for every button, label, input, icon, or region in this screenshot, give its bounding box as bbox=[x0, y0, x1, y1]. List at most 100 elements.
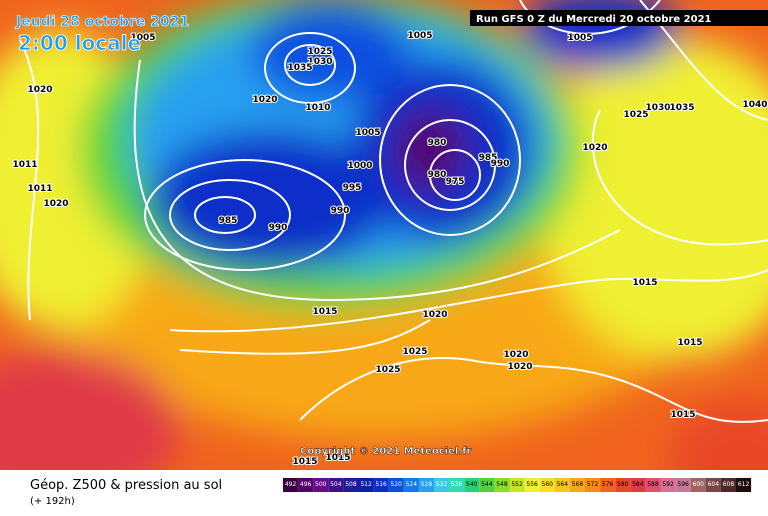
scale-swatch bbox=[449, 478, 465, 492]
scale-swatch bbox=[585, 478, 601, 492]
isobar-label: 990 bbox=[269, 223, 288, 233]
footer-lead: (+ 192h) bbox=[30, 496, 75, 507]
scale-swatch bbox=[509, 478, 525, 492]
scale-label: 556 bbox=[526, 481, 538, 488]
isobar-label: 990 bbox=[331, 206, 350, 216]
isobar-label: 1015 bbox=[632, 278, 657, 288]
isobar-label: 1025 bbox=[375, 365, 400, 375]
isobar-label: 1015 bbox=[325, 453, 350, 463]
isobar-label: 1020 bbox=[503, 350, 528, 360]
color-scale: 492 496 500 504 508 512 516 520 524 528 532 536 540 5… bbox=[283, 478, 752, 492]
scale-swatch bbox=[539, 478, 555, 492]
isobar-label: 980 bbox=[428, 138, 447, 148]
scale-label: 500 bbox=[315, 481, 327, 488]
isobar-label: 1000 bbox=[347, 161, 372, 171]
scale-swatch bbox=[600, 478, 616, 492]
isobar-label: 1005 bbox=[130, 33, 155, 43]
scale-swatch bbox=[283, 478, 299, 492]
scale-label: 588 bbox=[647, 481, 659, 488]
isobar-label: 1011 bbox=[12, 160, 37, 170]
scale-swatch bbox=[403, 478, 419, 492]
isobar-label: 1015 bbox=[677, 338, 702, 348]
scale-label: 544 bbox=[481, 481, 493, 488]
scale-swatch bbox=[464, 478, 480, 492]
scale-label: 512 bbox=[360, 481, 372, 488]
scale-label: 508 bbox=[345, 481, 357, 488]
scale-label: 608 bbox=[723, 481, 735, 488]
isobar-label: 1005 bbox=[567, 33, 592, 43]
scale-label: 540 bbox=[466, 481, 478, 488]
isobar-label: 975 bbox=[446, 177, 465, 187]
scale-swatch bbox=[358, 478, 374, 492]
scale-swatch bbox=[736, 478, 752, 492]
scale-swatch bbox=[630, 478, 646, 492]
isobar-label: 1005 bbox=[355, 128, 380, 138]
scale-label: 520 bbox=[391, 481, 403, 488]
scale-swatch bbox=[705, 478, 721, 492]
scale-label: 612 bbox=[738, 481, 750, 488]
scale-swatch bbox=[313, 478, 329, 492]
scale-swatch bbox=[343, 478, 359, 492]
scale-swatch bbox=[615, 478, 631, 492]
footer-title: Géop. Z500 & pression au sol bbox=[30, 478, 222, 493]
scale-label: 516 bbox=[375, 481, 387, 488]
isobar-label: 985 bbox=[219, 216, 238, 226]
scale-label: 564 bbox=[557, 481, 569, 488]
isobar-label: 1020 bbox=[507, 362, 532, 372]
scale-swatch bbox=[479, 478, 495, 492]
isobar-label: 985 bbox=[479, 153, 498, 163]
scale-label: 560 bbox=[542, 481, 554, 488]
isobar-label: 1005 bbox=[407, 31, 432, 41]
isobar-label: 1010 bbox=[305, 103, 330, 113]
scale-label: 568 bbox=[572, 481, 584, 488]
scale-label: 596 bbox=[677, 481, 689, 488]
scale-label: 572 bbox=[587, 481, 599, 488]
isobar-label: 1015 bbox=[292, 457, 317, 467]
scale-label: 496 bbox=[300, 481, 312, 488]
isobar-label: 1035 bbox=[287, 63, 312, 73]
run-info: Run GFS 0 Z du Mercredi 20 octobre 2021 bbox=[476, 14, 712, 25]
scale-label: 552 bbox=[511, 481, 523, 488]
scale-label: 536 bbox=[451, 481, 463, 488]
isobar-label: 1020 bbox=[252, 95, 277, 105]
scale-swatch bbox=[524, 478, 540, 492]
isobar-label: 1011 bbox=[27, 184, 52, 194]
scale-label: 584 bbox=[632, 481, 644, 488]
scale-swatch bbox=[554, 478, 570, 492]
scale-label: 492 bbox=[285, 481, 297, 488]
run-banner bbox=[470, 10, 768, 26]
isobar-label: 1020 bbox=[27, 85, 52, 95]
scale-swatch bbox=[328, 478, 344, 492]
scale-swatch bbox=[690, 478, 706, 492]
scale-label: 580 bbox=[617, 481, 629, 488]
isobar-label: 1020 bbox=[422, 310, 447, 320]
scale-swatch bbox=[388, 478, 404, 492]
scale-label: 576 bbox=[602, 481, 614, 488]
scale-swatch bbox=[298, 478, 314, 492]
scale-label: 604 bbox=[708, 481, 720, 488]
isobar-label: 1025 bbox=[307, 47, 332, 57]
scale-label: 600 bbox=[693, 481, 705, 488]
scale-label: 524 bbox=[406, 481, 418, 488]
copyright: Copyright © 2021 Meteociel.fr bbox=[300, 446, 471, 457]
isobar-label: 995 bbox=[343, 183, 362, 193]
isobar-label: 1030 bbox=[307, 57, 332, 67]
isobar-label: 990 bbox=[491, 159, 510, 169]
forecast-time: 2:00 locale bbox=[18, 31, 141, 55]
forecast-date: Jeudi 28 octobre 2021 bbox=[15, 14, 189, 30]
isobar-label: 1015 bbox=[670, 410, 695, 420]
scale-label: 592 bbox=[662, 481, 674, 488]
scale-swatch bbox=[675, 478, 691, 492]
scale-label: 528 bbox=[421, 481, 433, 488]
isobar-label: 1030 bbox=[645, 103, 670, 113]
isobar-label: 1015 bbox=[312, 307, 337, 317]
scale-swatch bbox=[494, 478, 510, 492]
isobar-label: 1040 bbox=[742, 100, 767, 110]
scale-swatch bbox=[418, 478, 434, 492]
scale-swatch bbox=[720, 478, 736, 492]
isobar-label: 980 bbox=[428, 170, 447, 180]
isobar-label: 1025 bbox=[623, 110, 648, 120]
scale-swatch bbox=[660, 478, 676, 492]
